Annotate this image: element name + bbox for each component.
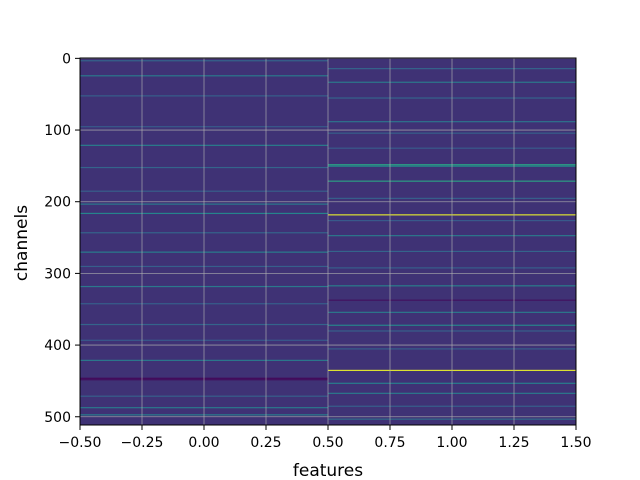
x-tick-label: 0.00 <box>188 435 219 451</box>
x-tick-label: 1.00 <box>436 435 467 451</box>
x-tick-label: 1.50 <box>560 435 591 451</box>
y-axis-ticks: 0 100 200 300 400 500 <box>44 51 80 426</box>
x-axis-ticks: −0.50 −0.25 0.00 0.25 0.50 0.75 1.00 1.25 1.50 <box>59 425 592 451</box>
y-tick-label: 200 <box>44 195 71 211</box>
x-tick-label: 0.75 <box>374 435 405 451</box>
y-tick-label: 300 <box>44 266 71 282</box>
y-tick-label: 500 <box>44 410 71 426</box>
y-axis-label: channels <box>12 205 32 281</box>
x-tick-label: 1.25 <box>498 435 529 451</box>
y-tick-label: 0 <box>62 51 71 67</box>
y-tick-label: 100 <box>44 123 71 139</box>
x-axis-label: features <box>293 461 363 480</box>
x-tick-label: −0.50 <box>59 435 102 451</box>
x-tick-label: 0.50 <box>312 435 343 451</box>
x-tick-label: 0.25 <box>250 435 281 451</box>
y-tick-label: 400 <box>44 338 71 354</box>
x-tick-label: −0.25 <box>121 435 164 451</box>
